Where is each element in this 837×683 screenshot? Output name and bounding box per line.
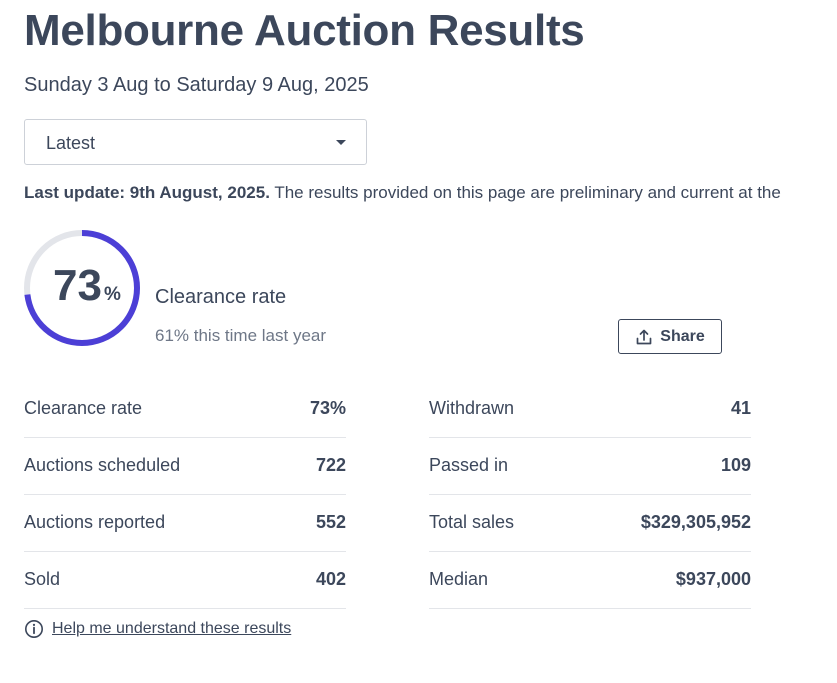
stat-label: Clearance rate [24,398,143,418]
help-link-row: Help me understand these results [24,619,291,639]
clearance-percent-sign: % [104,284,121,305]
share-upload-icon [636,329,652,344]
period-select[interactable]: Latest [24,119,367,165]
stat-row-passed-in: Passed in 109 [429,438,751,495]
stat-label: Passed in [429,455,509,475]
stat-label: Median [429,569,489,589]
stat-row-sold: Sold 402 [24,552,346,609]
stat-row-total-sales: Total sales $329,305,952 [429,495,751,552]
period-select-value: Latest [46,133,96,153]
stat-label: Auctions reported [24,512,166,532]
gauge-progress [24,230,140,346]
stats-right-column: Withdrawn 41 Passed in 109 Total sales $… [429,381,751,609]
stat-row-withdrawn: Withdrawn 41 [429,381,751,438]
info-icon [25,620,43,638]
clearance-value: 73 [53,261,102,310]
page-title: Melbourne Auction Results [24,6,585,55]
stat-value: 552 [315,512,346,532]
clearance-label: Clearance rate [155,286,287,308]
update-date: Last update: 9th August, 2025. [24,183,270,202]
chevron-down-icon [336,140,346,145]
clearance-gauge [24,230,140,346]
stat-value: $329,305,952 [640,512,751,532]
stat-value: $937,000 [675,569,751,589]
stat-label: Withdrawn [429,398,515,418]
stat-value: 402 [315,569,346,589]
share-button[interactable]: Share [618,319,722,354]
help-understand-link[interactable]: Help me understand these results [52,620,292,637]
update-disclaimer: The results provided on this page are pr… [269,183,781,202]
stat-row-median: Median $937,000 [429,552,751,609]
stat-label: Total sales [429,512,515,532]
update-notice: Last update: 9th August, 2025. The resul… [24,183,781,203]
share-button-label: Share [660,327,705,345]
stat-label: Auctions scheduled [24,455,181,475]
date-range: Sunday 3 Aug to Saturday 9 Aug, 2025 [24,74,369,96]
stat-label: Sold [24,569,61,589]
stat-row-clearance-rate: Clearance rate 73% [24,381,346,438]
stat-row-auctions-reported: Auctions reported 552 [24,495,346,552]
stats-left-column: Clearance rate 73% Auctions scheduled 72… [24,381,346,609]
stat-value: 109 [720,455,751,475]
stat-row-auctions-scheduled: Auctions scheduled 722 [24,438,346,495]
stat-value: 722 [315,455,346,475]
clearance-last-year: 61% this time last year [155,326,327,345]
stat-value: 73% [309,398,346,418]
stat-value: 41 [730,398,751,418]
